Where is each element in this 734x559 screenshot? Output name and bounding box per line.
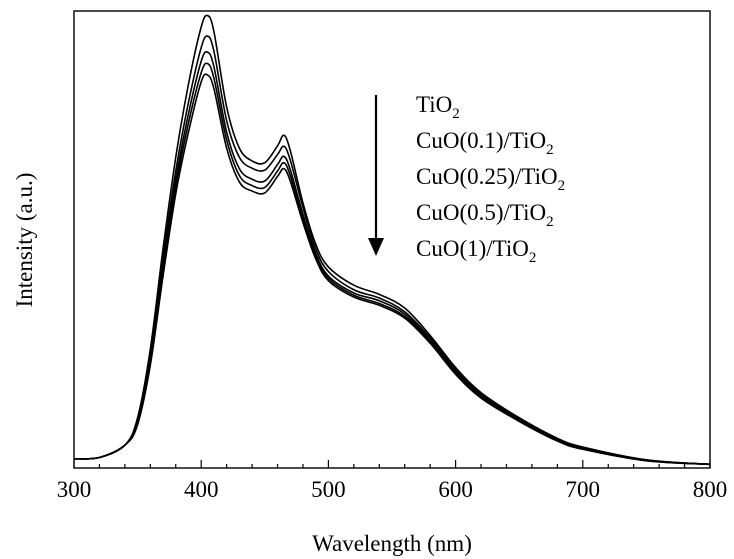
x-tick-label: 800: [693, 477, 728, 502]
y-axis-title: Intensity (a.u.): [12, 173, 37, 308]
series-line-4: [73, 62, 711, 466]
x-axis-title: Wavelength (nm): [312, 531, 472, 556]
x-tick-label: 300: [57, 477, 92, 502]
x-tick-label: 500: [311, 477, 346, 502]
series-line-3: [73, 50, 711, 466]
x-tick-label: 400: [184, 477, 219, 502]
x-tick-label: 700: [566, 477, 601, 502]
series-line-1: [73, 14, 711, 466]
legend-entry-1: TiO2: [416, 92, 460, 122]
x-tick-labels: 300 400 500 600 700 800: [57, 477, 728, 502]
plot-frame: [73, 10, 711, 469]
legend-entry-5: CuO(1)/TiO2: [416, 236, 536, 266]
legend-entry-4: CuO(0.5)/TiO2: [416, 200, 554, 230]
legend-entry-2: CuO(0.1)/TiO2: [416, 128, 554, 158]
legend: TiO2 CuO(0.1)/TiO2 CuO(0.25)/TiO2 CuO(0.5)/…: [416, 92, 565, 266]
legend-entry-3: CuO(0.25)/TiO2: [416, 164, 565, 194]
series-line-5: [73, 73, 711, 466]
x-ticks: [73, 460, 711, 468]
series-line-2: [73, 35, 711, 466]
x-tick-label: 600: [438, 477, 473, 502]
legend-arrow-head: [368, 238, 384, 256]
series-group: [73, 14, 711, 466]
